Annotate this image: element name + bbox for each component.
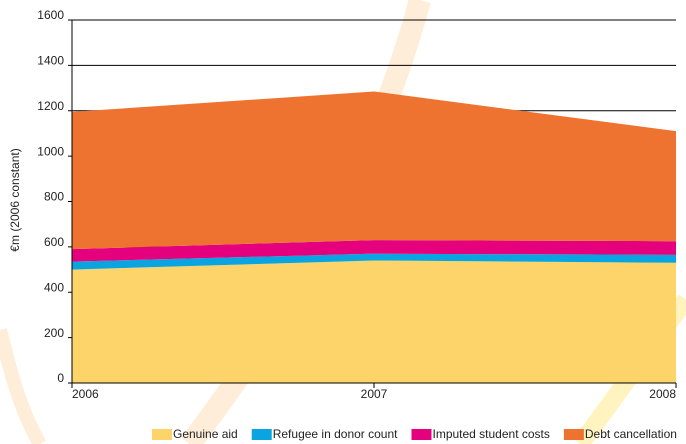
x-tick-label: 2007 bbox=[361, 387, 388, 401]
areas bbox=[72, 91, 676, 383]
legend-swatch bbox=[152, 429, 172, 440]
area bbox=[72, 260, 676, 383]
y-tick-label: 1400 bbox=[37, 54, 64, 68]
y-axis-label: €m (2006 constant) bbox=[8, 148, 22, 251]
y-tick-label: 0 bbox=[57, 371, 64, 385]
y-tick-label: 1000 bbox=[37, 144, 64, 158]
legend-label: Debt cancellation bbox=[585, 427, 677, 441]
area bbox=[72, 91, 676, 250]
x-tick-label: 2006 bbox=[72, 387, 99, 401]
legend-swatch bbox=[563, 429, 584, 440]
y-tick-label: 200 bbox=[44, 326, 64, 340]
legend: Genuine aid Refugee in donor count Imputed… bbox=[152, 427, 677, 441]
legend-label: Refugee in donor count bbox=[273, 427, 398, 441]
x-tick-label: 2008 bbox=[649, 387, 676, 401]
y-tick-label: 400 bbox=[44, 280, 64, 294]
legend-swatch bbox=[411, 429, 432, 440]
legend-label: Imputed student costs bbox=[432, 427, 549, 441]
area bbox=[72, 240, 676, 262]
legend-label: Genuine aid bbox=[173, 427, 238, 441]
area bbox=[72, 253, 676, 270]
y-tick-label: 800 bbox=[44, 190, 64, 204]
axes: 0 200 400 600 800 1000 1200 1400 1600 2006 2007 200… bbox=[37, 8, 677, 401]
y-tick-label: 600 bbox=[44, 235, 64, 249]
legend-swatch bbox=[251, 429, 272, 440]
decoration bbox=[0, 328, 47, 444]
y-tick-label: 1200 bbox=[37, 99, 64, 113]
y-tick-label: 1600 bbox=[37, 8, 64, 22]
